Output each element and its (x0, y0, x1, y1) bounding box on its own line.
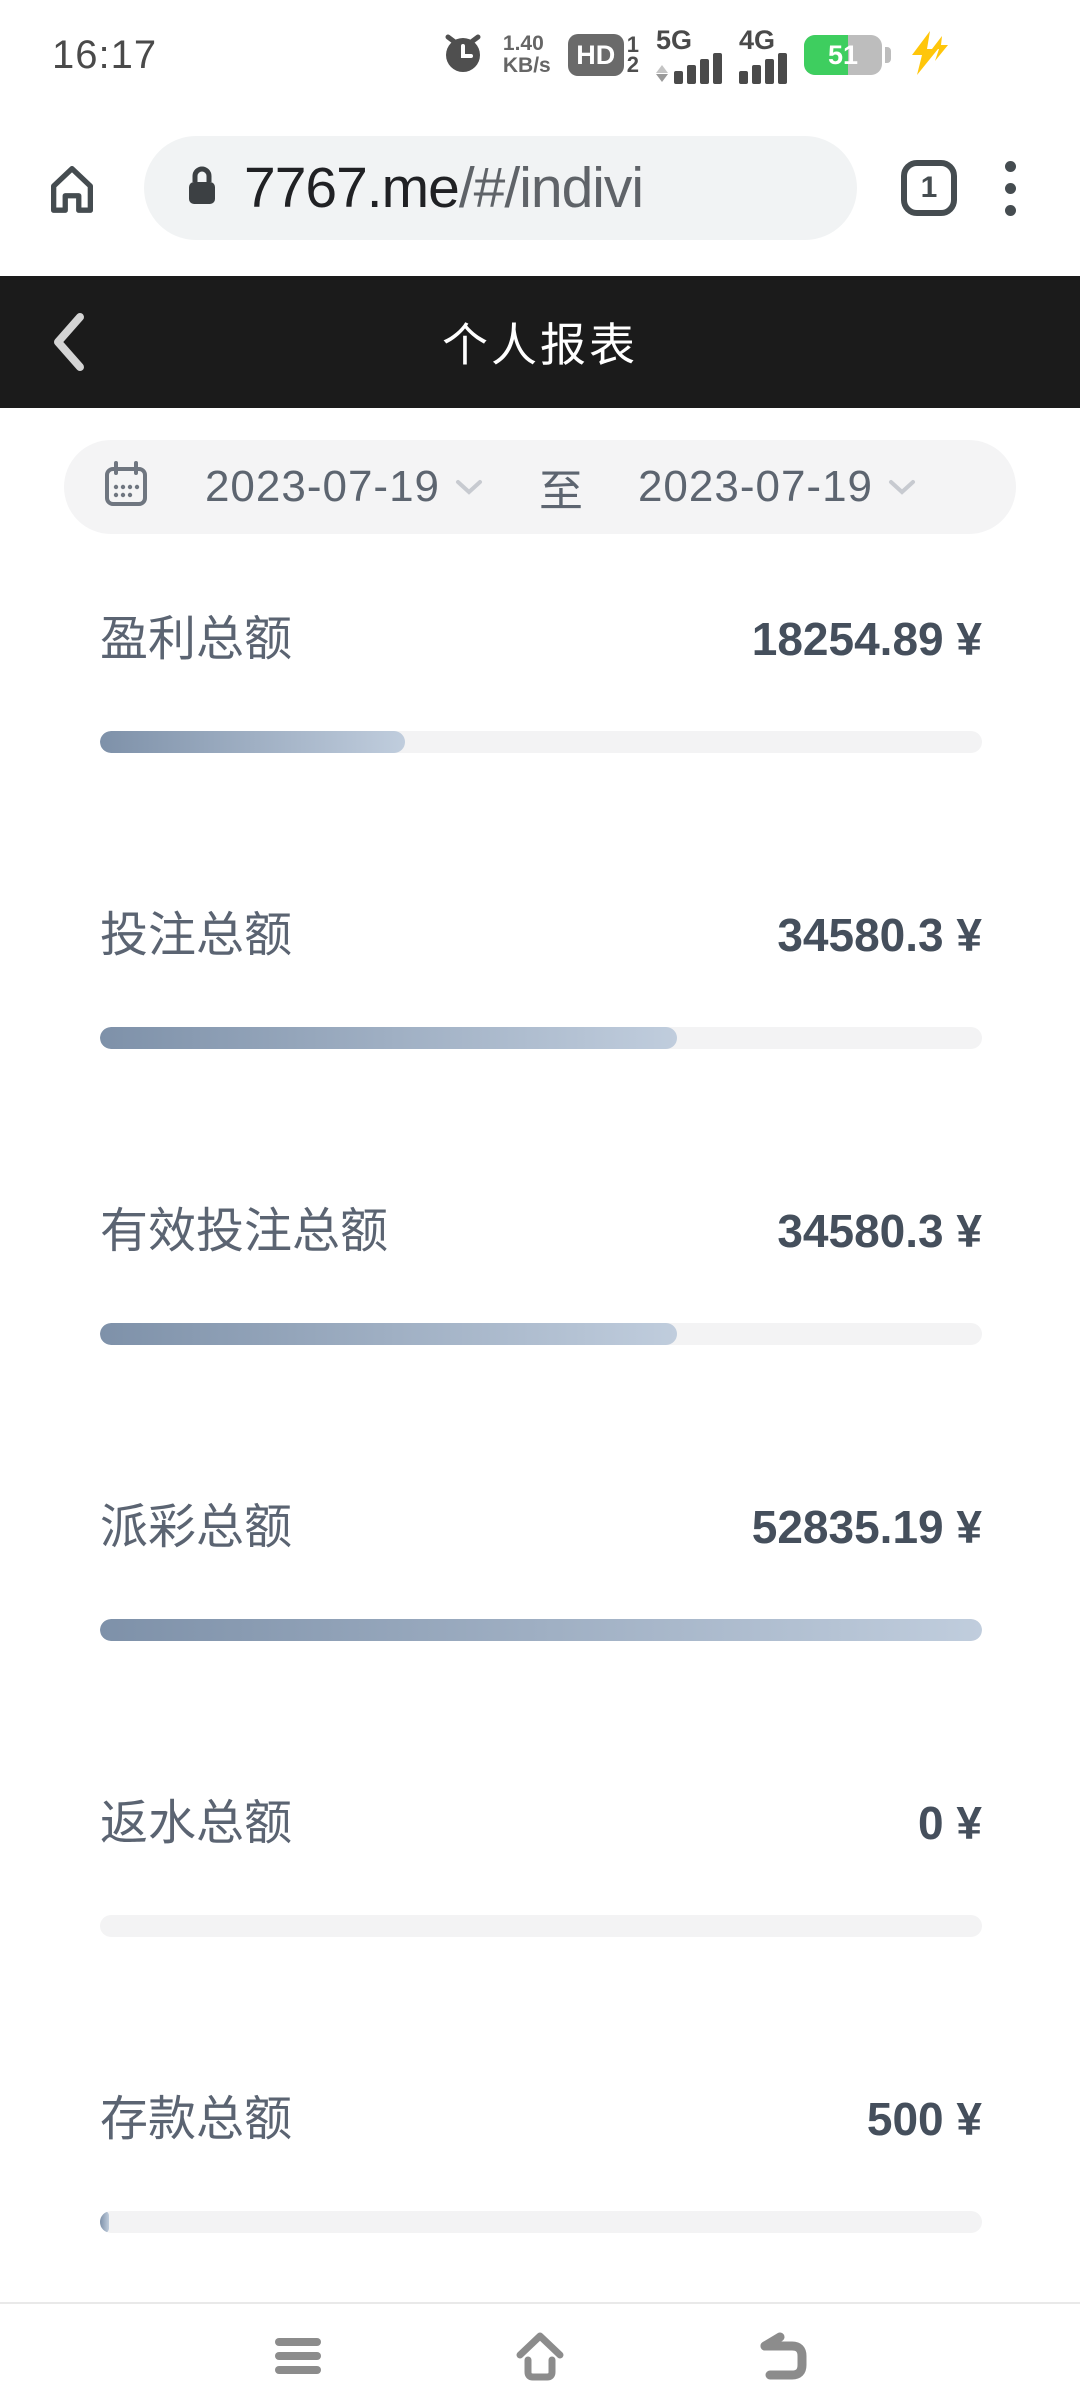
stat-row: 投注总额 34580.3 ¥ (0, 904, 1080, 1200)
progress-fill (100, 1323, 677, 1345)
tab-switcher-button[interactable]: 1 (901, 160, 957, 216)
stat-label: 有效投注总额 (100, 1205, 389, 1258)
url-text: 7767.me/#/indivi (244, 156, 644, 220)
nav-home-button[interactable] (512, 2328, 568, 2384)
stat-value: 0 ¥ (918, 1797, 982, 1849)
stat-label: 返水总额 (100, 1797, 293, 1850)
stat-row: 盈利总额 18254.89 ¥ (0, 608, 1080, 904)
status-bar: 16:17 1.40 KB/s HD 1 2 5G (0, 0, 1080, 100)
stat-value: 52835.19 ¥ (751, 1501, 982, 1553)
progress-fill (100, 1027, 677, 1049)
status-icons: 1.40 KB/s HD 1 2 5G 4G 51 (440, 26, 950, 84)
android-nav-bar (0, 2302, 1080, 2408)
nav-back-button[interactable] (754, 2328, 810, 2384)
browser-menu-button[interactable] (1005, 160, 1016, 216)
alarm-icon (440, 30, 486, 81)
chevron-down-icon (887, 477, 917, 497)
stat-label: 存款总额 (100, 2093, 293, 2146)
date-to-label: 至 (539, 467, 583, 516)
back-button[interactable] (48, 276, 88, 408)
volte-hd-icon: HD 1 2 (567, 34, 639, 76)
charging-bolt-icon (908, 30, 950, 81)
browser-toolbar: 7767.me/#/indivi 1 (0, 100, 1080, 276)
battery-icon: 51 (804, 35, 882, 75)
stats-list: 盈利总额 18254.89 ¥ 投注总额 34580.3 ¥ 有效投注总额 34… (0, 608, 1080, 2384)
date-range-filter[interactable]: 2023-07-19 至 2023-07-19 (64, 440, 1016, 534)
stat-label: 盈利总额 (100, 613, 293, 666)
progress-track (100, 2211, 982, 2233)
end-date-select[interactable]: 2023-07-19 (638, 462, 917, 512)
calendar-icon (102, 460, 150, 515)
progress-track (100, 1323, 982, 1345)
page-title: 个人报表 (442, 319, 638, 371)
progress-fill (100, 731, 406, 753)
report-content: 2023-07-19 至 2023-07-19 盈利总额 18254.89 ¥ (0, 408, 1080, 2300)
stat-row: 存款总额 500 ¥ (0, 2088, 1080, 2384)
stat-value: 18254.89 ¥ (751, 613, 982, 665)
browser-home-button[interactable] (44, 160, 100, 216)
stat-label: 投注总额 (100, 909, 293, 962)
nav-menu-button[interactable] (270, 2328, 326, 2384)
stat-value: 34580.3 ¥ (777, 909, 982, 961)
progress-fill (100, 1619, 982, 1641)
stat-row: 派彩总额 52835.19 ¥ (0, 1496, 1080, 1792)
clock-time: 16:17 (52, 32, 158, 77)
signal-4g-icon: 4G (739, 26, 787, 84)
progress-track (100, 1915, 982, 1937)
start-date-select[interactable]: 2023-07-19 (205, 462, 484, 512)
progress-track (100, 731, 982, 753)
stat-value: 34580.3 ¥ (777, 1205, 982, 1257)
app-header: 个人报表 (0, 276, 1080, 408)
battery-nub (885, 47, 891, 63)
lock-icon (184, 164, 220, 213)
stat-label: 派彩总额 (100, 1501, 293, 1554)
progress-track (100, 1027, 982, 1049)
tab-count: 1 (920, 171, 938, 204)
progress-track (100, 1619, 982, 1641)
stat-value: 500 ¥ (866, 2093, 982, 2145)
url-bar[interactable]: 7767.me/#/indivi (144, 136, 857, 240)
progress-fill (100, 2211, 109, 2233)
stat-row: 返水总额 0 ¥ (0, 1792, 1080, 2088)
chevron-down-icon (454, 477, 484, 497)
network-speed: 1.40 KB/s (502, 32, 551, 77)
stat-row: 有效投注总额 34580.3 ¥ (0, 1200, 1080, 1496)
signal-5g-icon: 5G (656, 26, 722, 84)
